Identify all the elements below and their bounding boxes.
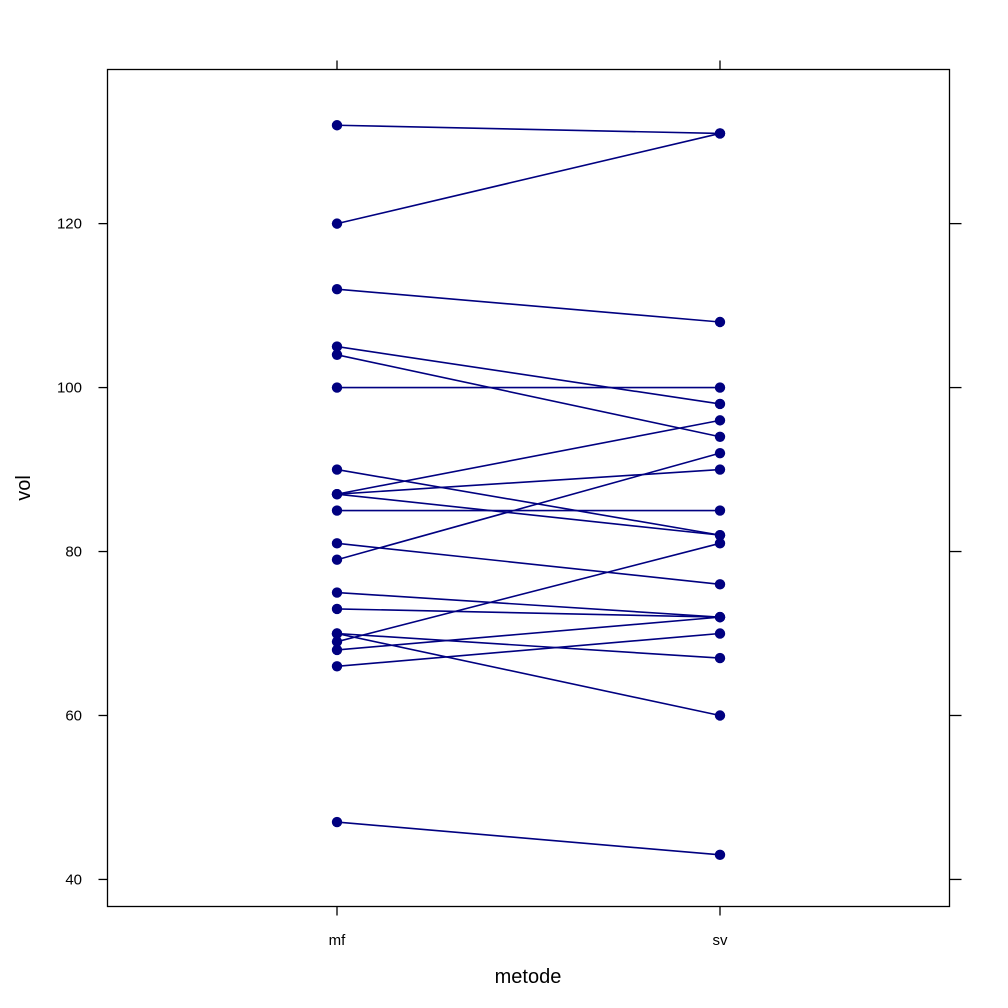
point-mf [331, 661, 343, 672]
point-sv [714, 431, 726, 442]
point-sv [714, 628, 726, 639]
point-mf [331, 382, 343, 393]
pair-line [336, 419, 721, 495]
x-axis-title: metode [495, 966, 562, 988]
pair-13 [331, 447, 726, 565]
point-mf [331, 464, 343, 475]
pair-line [336, 632, 721, 659]
axis-ticks [98, 60, 962, 916]
point-mf [331, 628, 343, 639]
point-mf [331, 218, 343, 229]
point-mf [331, 538, 343, 549]
pair-line [336, 132, 721, 225]
y-tick-label-80: 80 [65, 544, 82, 561]
pair-line [336, 452, 721, 561]
pair-line [336, 821, 721, 856]
point-mf [331, 349, 343, 360]
y-tick-label-100: 100 [57, 380, 82, 397]
point-sv [714, 538, 726, 549]
pair-19 [331, 611, 726, 656]
point-mf [331, 284, 343, 295]
pair-10 [331, 488, 726, 541]
point-mf [331, 120, 343, 131]
pair-line [336, 608, 721, 618]
point-sv [714, 849, 726, 861]
point-mf [331, 644, 343, 656]
pair-line [336, 591, 721, 618]
paired-series [331, 120, 726, 861]
pair-1 [331, 120, 726, 139]
y-tick-label-40: 40 [65, 871, 82, 888]
pair-line [336, 616, 721, 651]
point-sv [714, 652, 726, 664]
point-sv [714, 579, 726, 590]
pair-line [336, 354, 721, 438]
pair-4 [331, 341, 726, 410]
point-mf [331, 554, 343, 565]
y-tick-label-60: 60 [65, 707, 82, 724]
pair-8 [331, 415, 726, 500]
pair-line [336, 493, 721, 536]
point-mf [331, 488, 343, 500]
x-tick-labels: mf sv [329, 932, 728, 949]
pair-line [336, 542, 721, 643]
pair-20 [331, 628, 726, 672]
pair-18 [331, 538, 726, 647]
pair-line [336, 468, 721, 495]
pair-line [336, 124, 721, 135]
pair-line [336, 345, 721, 405]
pair-11 [331, 505, 726, 516]
pair-17 [331, 628, 726, 721]
pair-line [336, 632, 721, 717]
point-sv [714, 505, 726, 516]
point-sv [714, 398, 726, 410]
point-sv [714, 382, 726, 393]
pair-2 [331, 128, 726, 229]
point-sv [714, 611, 726, 623]
point-sv [714, 128, 726, 139]
point-mf [331, 636, 343, 647]
pair-6 [331, 382, 726, 393]
point-mf [331, 816, 343, 828]
y-tick-labels: 40 60 80 100 120 [57, 216, 82, 889]
pair-9 [331, 464, 726, 500]
point-sv [714, 464, 726, 475]
pair-5 [331, 349, 726, 442]
point-mf [331, 587, 343, 598]
point-sv [714, 447, 726, 459]
pair-line [336, 542, 721, 586]
x-tick-label-sv: sv [713, 932, 729, 949]
point-mf [331, 341, 343, 352]
point-sv [714, 316, 726, 328]
y-tick-label-120: 120 [57, 216, 82, 233]
pair-line [336, 632, 721, 668]
pair-3 [331, 284, 726, 328]
x-tick-label-mf: mf [329, 932, 346, 949]
point-mf [331, 505, 343, 516]
point-sv [714, 529, 726, 541]
pair-line [336, 468, 721, 536]
pair-21 [331, 816, 726, 861]
point-mf [331, 603, 343, 615]
pair-12 [331, 538, 726, 590]
plot-panel [106, 68, 951, 908]
y-axis-title: vol [13, 475, 35, 501]
point-sv [714, 415, 726, 426]
pair-line [336, 288, 721, 323]
point-sv [714, 710, 726, 721]
